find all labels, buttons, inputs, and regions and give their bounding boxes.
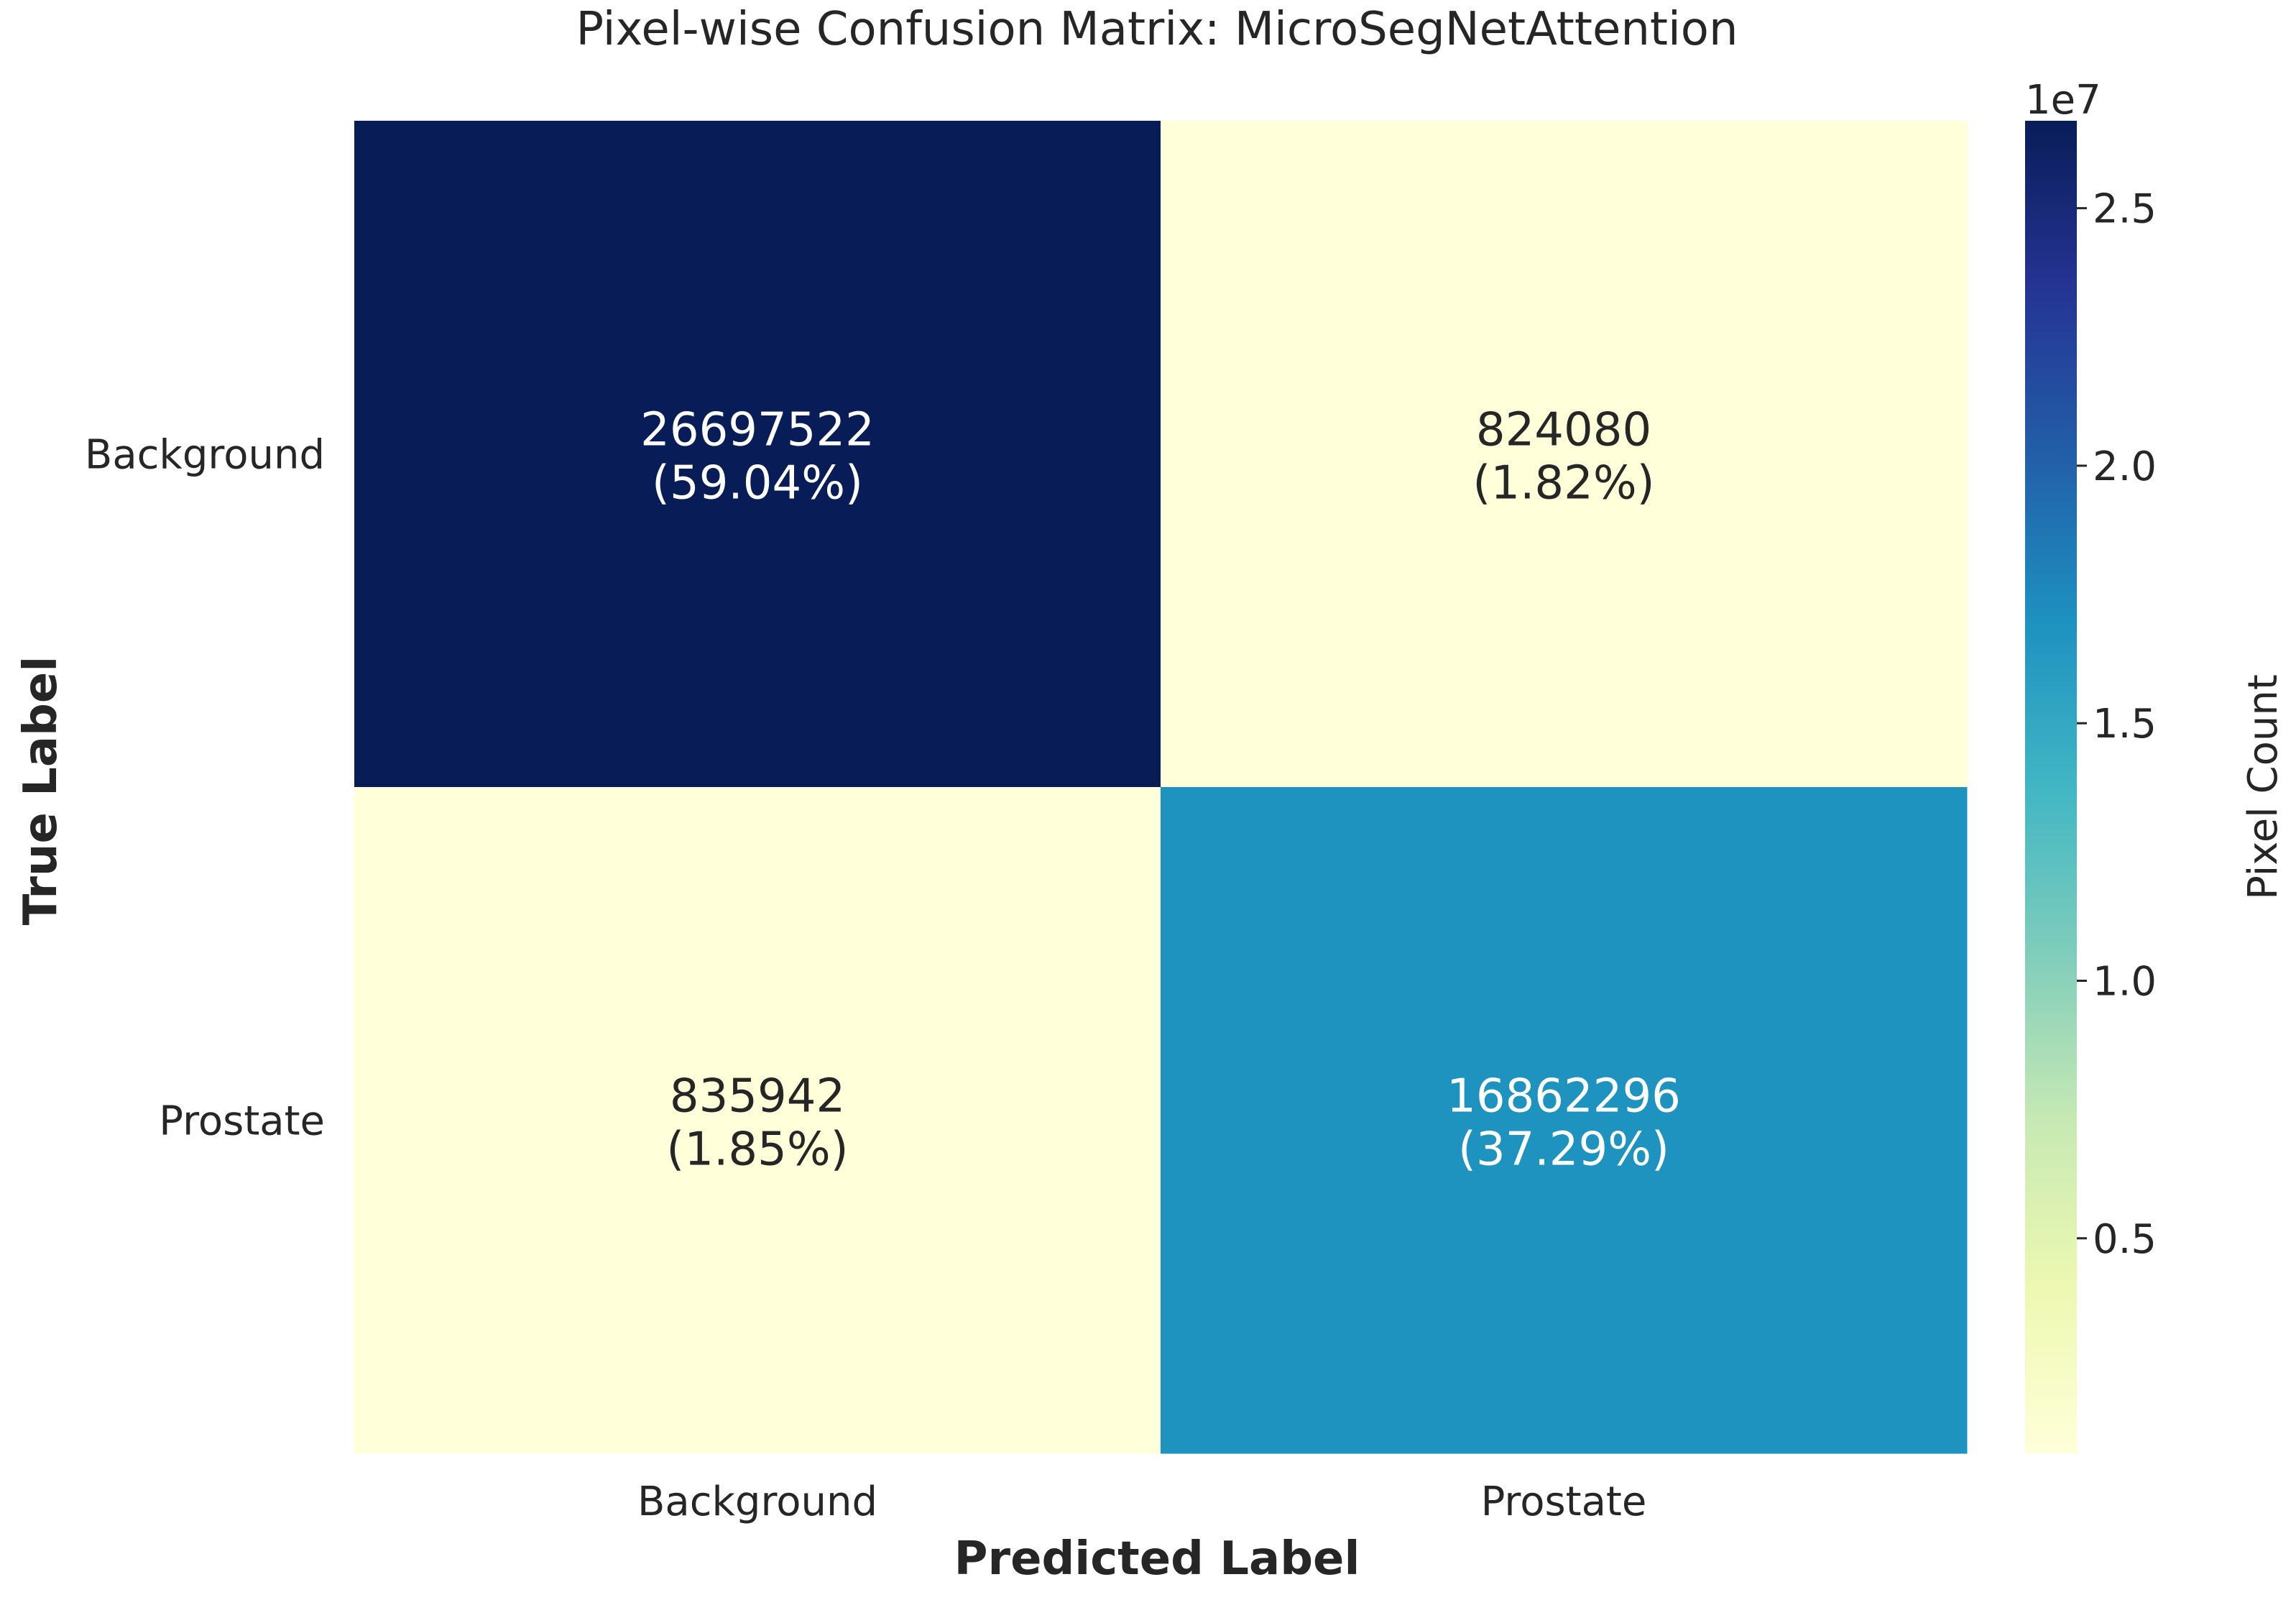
y-tick-label: Prostate (159, 1098, 325, 1145)
colorbar-label: Pixel Count (2240, 674, 2287, 900)
colorbar-tick-label: 0.5 (2093, 1216, 2157, 1263)
cell-annotation: 824080 (1.82%) (1472, 404, 1654, 510)
cell-annotation: 16862296 (37.29%) (1447, 1070, 1681, 1177)
colorbar-tick-label: 1.5 (2093, 701, 2157, 748)
cell-annotation: 26697522 (59.04%) (640, 404, 875, 510)
heatmap-cell (1161, 121, 1968, 788)
x-tick-label: Background (637, 1479, 877, 1525)
y-axis-label: True Label (14, 656, 68, 926)
x-axis-label: Predicted Label (954, 1532, 1360, 1586)
heatmap-cell (354, 121, 1161, 788)
colorbar (2025, 121, 2077, 1453)
chart-title: Pixel-wise Confusion Matrix: MicroSegNet… (576, 3, 1738, 56)
heatmap-cell (1161, 787, 1968, 1454)
cell-annotation: 835942 (1.85%) (666, 1070, 848, 1177)
x-tick-label: Prostate (1481, 1479, 1647, 1525)
y-tick-label: Background (85, 432, 325, 479)
colorbar-tick-label: 2.5 (2093, 186, 2157, 233)
colorbar-tick-label: 2.0 (2093, 443, 2157, 490)
colorbar-tick-label: 1.0 (2093, 958, 2157, 1005)
colorbar-multiplier: 1e7 (2025, 77, 2101, 124)
heatmap-cell (354, 787, 1161, 1454)
